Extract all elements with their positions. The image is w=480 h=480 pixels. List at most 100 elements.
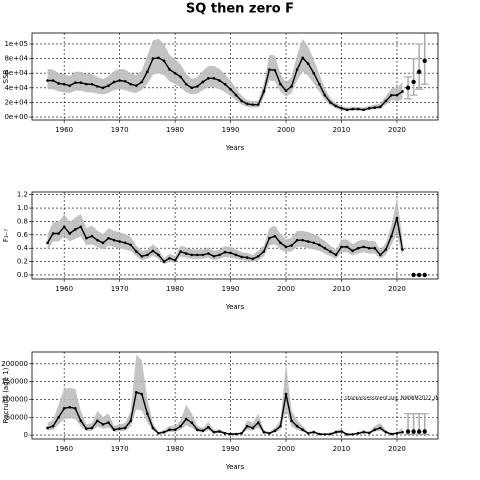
x-axis-label: Years [225, 463, 245, 471]
confidence-band [47, 354, 403, 435]
estimate-point [146, 412, 149, 415]
estimate-point [101, 241, 105, 245]
estimate-point [85, 427, 88, 430]
estimate-point [173, 258, 177, 262]
estimate-point [240, 431, 243, 435]
y-tick-label: 6e+04 [4, 69, 28, 77]
confidence-band [47, 38, 403, 112]
plot-area [32, 192, 438, 279]
estimate-point [218, 253, 221, 257]
estimate-point [212, 430, 216, 434]
estimate-point [79, 225, 83, 229]
estimate-point [179, 424, 182, 428]
estimate-point [62, 407, 66, 410]
x-tick-label: 2020 [388, 285, 406, 293]
estimate-point [62, 225, 66, 229]
estimate-point [157, 431, 160, 435]
estimate-point [395, 93, 399, 97]
projection-point [411, 79, 416, 85]
estimate-point [57, 82, 60, 85]
x-tick-label: 2020 [388, 126, 406, 134]
estimate-point [301, 428, 304, 432]
x-axis-label: Years [225, 144, 245, 152]
estimate-point [379, 253, 382, 257]
estimate-point [85, 82, 88, 86]
confidence-band [47, 198, 403, 265]
estimate-point [79, 81, 83, 85]
x-axis-label: Years [225, 303, 245, 311]
plot-area: stockassessment.org, NWWM2022_IMAD_Final… [32, 352, 479, 439]
y-tick-label: 1.0 [17, 204, 28, 212]
estimate-point [334, 430, 338, 434]
estimate-point [73, 228, 77, 231]
estimate-point [218, 79, 221, 82]
estimate-point [290, 244, 293, 247]
estimate-point [268, 68, 271, 71]
estimate-point [118, 427, 121, 430]
estimate-point [362, 108, 365, 112]
annotation: stockassessment.org, NWWM2022_IMAD_Final… [345, 396, 479, 402]
x-tick-label: 2010 [333, 126, 351, 134]
estimate-point [401, 90, 404, 93]
estimate-point [301, 238, 304, 242]
estimate-point [323, 433, 327, 436]
estimate-point [157, 56, 160, 60]
x-tick-label: 1970 [111, 126, 129, 134]
x-tick-label: 2010 [333, 445, 351, 453]
estimate-point [112, 238, 116, 242]
estimate-point [73, 407, 77, 410]
estimate-point [329, 432, 332, 436]
estimate-point [118, 79, 121, 82]
x-tick-label: 1970 [111, 445, 129, 453]
estimate-point [107, 84, 110, 87]
estimate-point [229, 432, 232, 436]
projection-point [411, 272, 416, 278]
estimate-point [201, 80, 205, 84]
estimate-point [151, 249, 155, 253]
estimate-point [390, 234, 393, 238]
estimate-point [107, 236, 110, 240]
x-tick-label: 1980 [166, 445, 184, 453]
x-tick-label: 2010 [333, 285, 351, 293]
projection-point [416, 272, 422, 278]
estimate-point [140, 254, 144, 258]
estimate-point [268, 236, 271, 240]
estimate-point [173, 71, 177, 75]
estimate-point [184, 252, 188, 255]
y-tick-label: 0.0 [17, 271, 28, 279]
y-axis-label: SSB [2, 69, 10, 83]
y-tick-label: 200000 [1, 360, 28, 368]
estimate-point [251, 257, 255, 261]
x-tick-label: 1990 [222, 285, 240, 293]
estimate-point [362, 430, 365, 434]
estimate-point [123, 79, 127, 83]
estimate-point [340, 107, 343, 110]
estimate-point [390, 432, 393, 436]
estimate-point [329, 101, 332, 104]
estimate-point [312, 430, 316, 434]
estimate-point [62, 82, 66, 86]
estimate-point [129, 419, 133, 423]
estimate-point [340, 245, 343, 249]
projection-point [405, 429, 411, 434]
estimate-point [46, 241, 49, 245]
estimate-point [201, 253, 205, 257]
estimate-point [212, 254, 216, 258]
estimate-point [273, 234, 277, 238]
figure-title: SQ then zero F [186, 2, 294, 17]
estimate-point [251, 103, 255, 106]
x-tick-label: 1980 [166, 285, 184, 293]
estimate-point [329, 250, 332, 253]
estimate-point [168, 428, 171, 432]
estimate-point [245, 424, 249, 428]
projection-point [416, 429, 422, 434]
estimate-point [306, 240, 310, 243]
x-tick-label: 1970 [111, 285, 129, 293]
y-tick-label: 2e+04 [4, 98, 28, 106]
estimate-point [112, 80, 116, 84]
estimate-point [379, 105, 382, 109]
estimate-point [157, 253, 160, 257]
estimate-point [306, 431, 310, 435]
x-tick-label: 1990 [222, 445, 240, 453]
x-tick-label: 1990 [222, 126, 240, 134]
